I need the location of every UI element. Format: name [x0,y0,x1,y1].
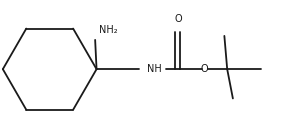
Text: NH: NH [147,64,162,74]
Text: O: O [201,64,208,74]
Text: NH₂: NH₂ [99,25,117,35]
Text: O: O [174,14,182,24]
